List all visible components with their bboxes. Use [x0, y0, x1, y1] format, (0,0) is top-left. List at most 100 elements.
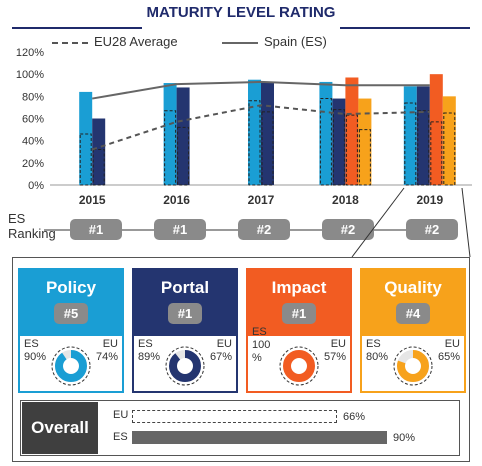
bar-eu-outline	[177, 126, 190, 186]
overall-es-label: ES	[113, 431, 128, 443]
overall-eu-label: EU	[113, 409, 129, 421]
card-quality-es-label: ES	[366, 338, 381, 350]
bar	[429, 74, 443, 185]
ranking-pill-2015: #1	[70, 219, 122, 240]
legend-spain: Spain (ES)	[222, 34, 327, 49]
y-tick-label: 80%	[22, 91, 44, 103]
card-policy-title: Policy	[45, 278, 97, 297]
ranking-pill-2018: #2	[322, 219, 374, 240]
card-policy-eu-label: EU	[102, 338, 118, 350]
card-policy: Policy #5 ES 90% EU 74%	[18, 268, 124, 393]
ranking-label-line2: Ranking	[8, 226, 56, 241]
card-policy-body: ES 90% EU 74%	[20, 336, 122, 391]
card-impact-eu-label: EU	[330, 338, 346, 350]
y-tick-label: 0%	[28, 180, 44, 192]
donut-es-arc	[169, 350, 201, 382]
bar	[248, 79, 261, 185]
bar-eu-outline	[319, 98, 332, 186]
card-quality-eu: EU 65%	[438, 338, 460, 364]
card-portal-eu-value: 67%	[209, 351, 232, 363]
card-impact-header: Impact #1	[248, 270, 350, 336]
bar-eu-outline	[92, 149, 105, 186]
card-policy-eu-value: 74%	[95, 351, 118, 363]
bar	[403, 86, 417, 185]
ranking-pill-2016: #1	[154, 219, 206, 240]
donut-eu-ring	[393, 346, 433, 386]
card-quality-donut	[393, 346, 433, 386]
chart-title: MATURITY LEVEL RATING	[146, 4, 336, 21]
overall-es-bar	[132, 431, 387, 444]
bar	[358, 98, 372, 185]
card-quality: Quality #4 ES 80% EU 65%	[360, 268, 466, 393]
card-policy-es-value: 90%	[24, 351, 47, 363]
bar-eu-outline	[358, 129, 371, 186]
card-impact-rank: #1	[281, 303, 317, 324]
bar-eu-outline	[345, 114, 358, 186]
card-portal-title: Portal	[160, 278, 210, 297]
card-portal-es-value: 89%	[138, 351, 161, 363]
card-portal-eu: EU 67%	[210, 338, 232, 364]
bar	[332, 98, 346, 185]
bar	[163, 83, 177, 185]
bar-eu-outline	[248, 100, 261, 186]
bar-line-chart: 0% 20% 40% 60% 80% 100% 120% 2015 2016 2017 2018 20…	[16, 47, 472, 207]
card-portal-es: ES 89%	[138, 338, 160, 364]
x-tick-label: 2017	[248, 193, 275, 207]
card-portal-eu-label: EU	[216, 338, 232, 350]
legend-eu28-label: EU28 Average	[94, 34, 178, 49]
card-impact-eu: EU 57%	[324, 338, 346, 364]
card-impact: Impact #1 ES 100 % EU 57%	[246, 268, 352, 393]
ranking-label-line1: ES	[8, 211, 26, 226]
bar-eu-outline	[443, 112, 456, 186]
card-quality-body: ES 80% EU 65%	[362, 336, 464, 391]
bar	[442, 96, 456, 185]
card-quality-rank: #4	[395, 303, 431, 324]
x-tick-label: 2018	[332, 193, 359, 207]
overall-es-value: 90%	[393, 432, 416, 444]
card-portal-es-label: ES	[138, 338, 153, 350]
bar-eu-outline	[404, 102, 417, 186]
card-impact-es-label: ES	[252, 326, 267, 338]
overall-eu-bar	[132, 410, 337, 423]
card-policy-rank: #5	[53, 303, 89, 324]
bar	[176, 87, 190, 185]
ranking-pill-2019: #2	[406, 219, 458, 240]
y-tick-label: 40%	[22, 136, 44, 148]
y-tick-label: 120%	[16, 47, 44, 59]
card-policy-header: Policy #5	[20, 270, 122, 336]
card-policy-es-label: ES	[24, 338, 39, 350]
card-portal-rank: #1	[167, 303, 203, 324]
series-line-spain	[92, 80, 430, 100]
donut-eu-ring	[165, 346, 205, 386]
x-tick-label: 2019	[416, 193, 443, 207]
legend-dashed-swatch	[52, 41, 88, 44]
breakdown-panel	[12, 257, 470, 462]
card-impact-eu-value: 57%	[323, 351, 346, 363]
bar-eu-outline	[332, 109, 345, 186]
y-tick-label: 60%	[22, 114, 44, 126]
card-portal-body: ES 89% EU 67%	[134, 336, 236, 391]
bar	[319, 81, 333, 185]
bar-eu-outline	[164, 110, 177, 186]
card-policy-donut	[51, 346, 91, 386]
title-rule-right	[340, 27, 470, 29]
card-policy-es: ES 90%	[24, 338, 46, 364]
bar-eu-outline	[79, 133, 92, 186]
ranking-label: ES Ranking	[8, 211, 56, 241]
card-policy-eu: EU 74%	[96, 338, 118, 364]
bar-eu-outline	[417, 110, 430, 186]
bar	[261, 81, 274, 185]
card-quality-header: Quality #4	[362, 270, 464, 336]
overall-section	[20, 400, 460, 456]
card-portal-header: Portal #1	[134, 270, 236, 336]
donut-es-arc	[55, 350, 87, 382]
bar	[416, 86, 430, 185]
y-tick-label: 100%	[16, 69, 44, 81]
donut-es-arc	[397, 350, 429, 382]
card-impact-donut	[279, 346, 319, 386]
card-portal-donut	[165, 346, 205, 386]
card-quality-eu-value: 65%	[437, 351, 460, 363]
donut-eu-ring	[51, 346, 91, 386]
card-impact-title: Impact	[271, 278, 327, 297]
